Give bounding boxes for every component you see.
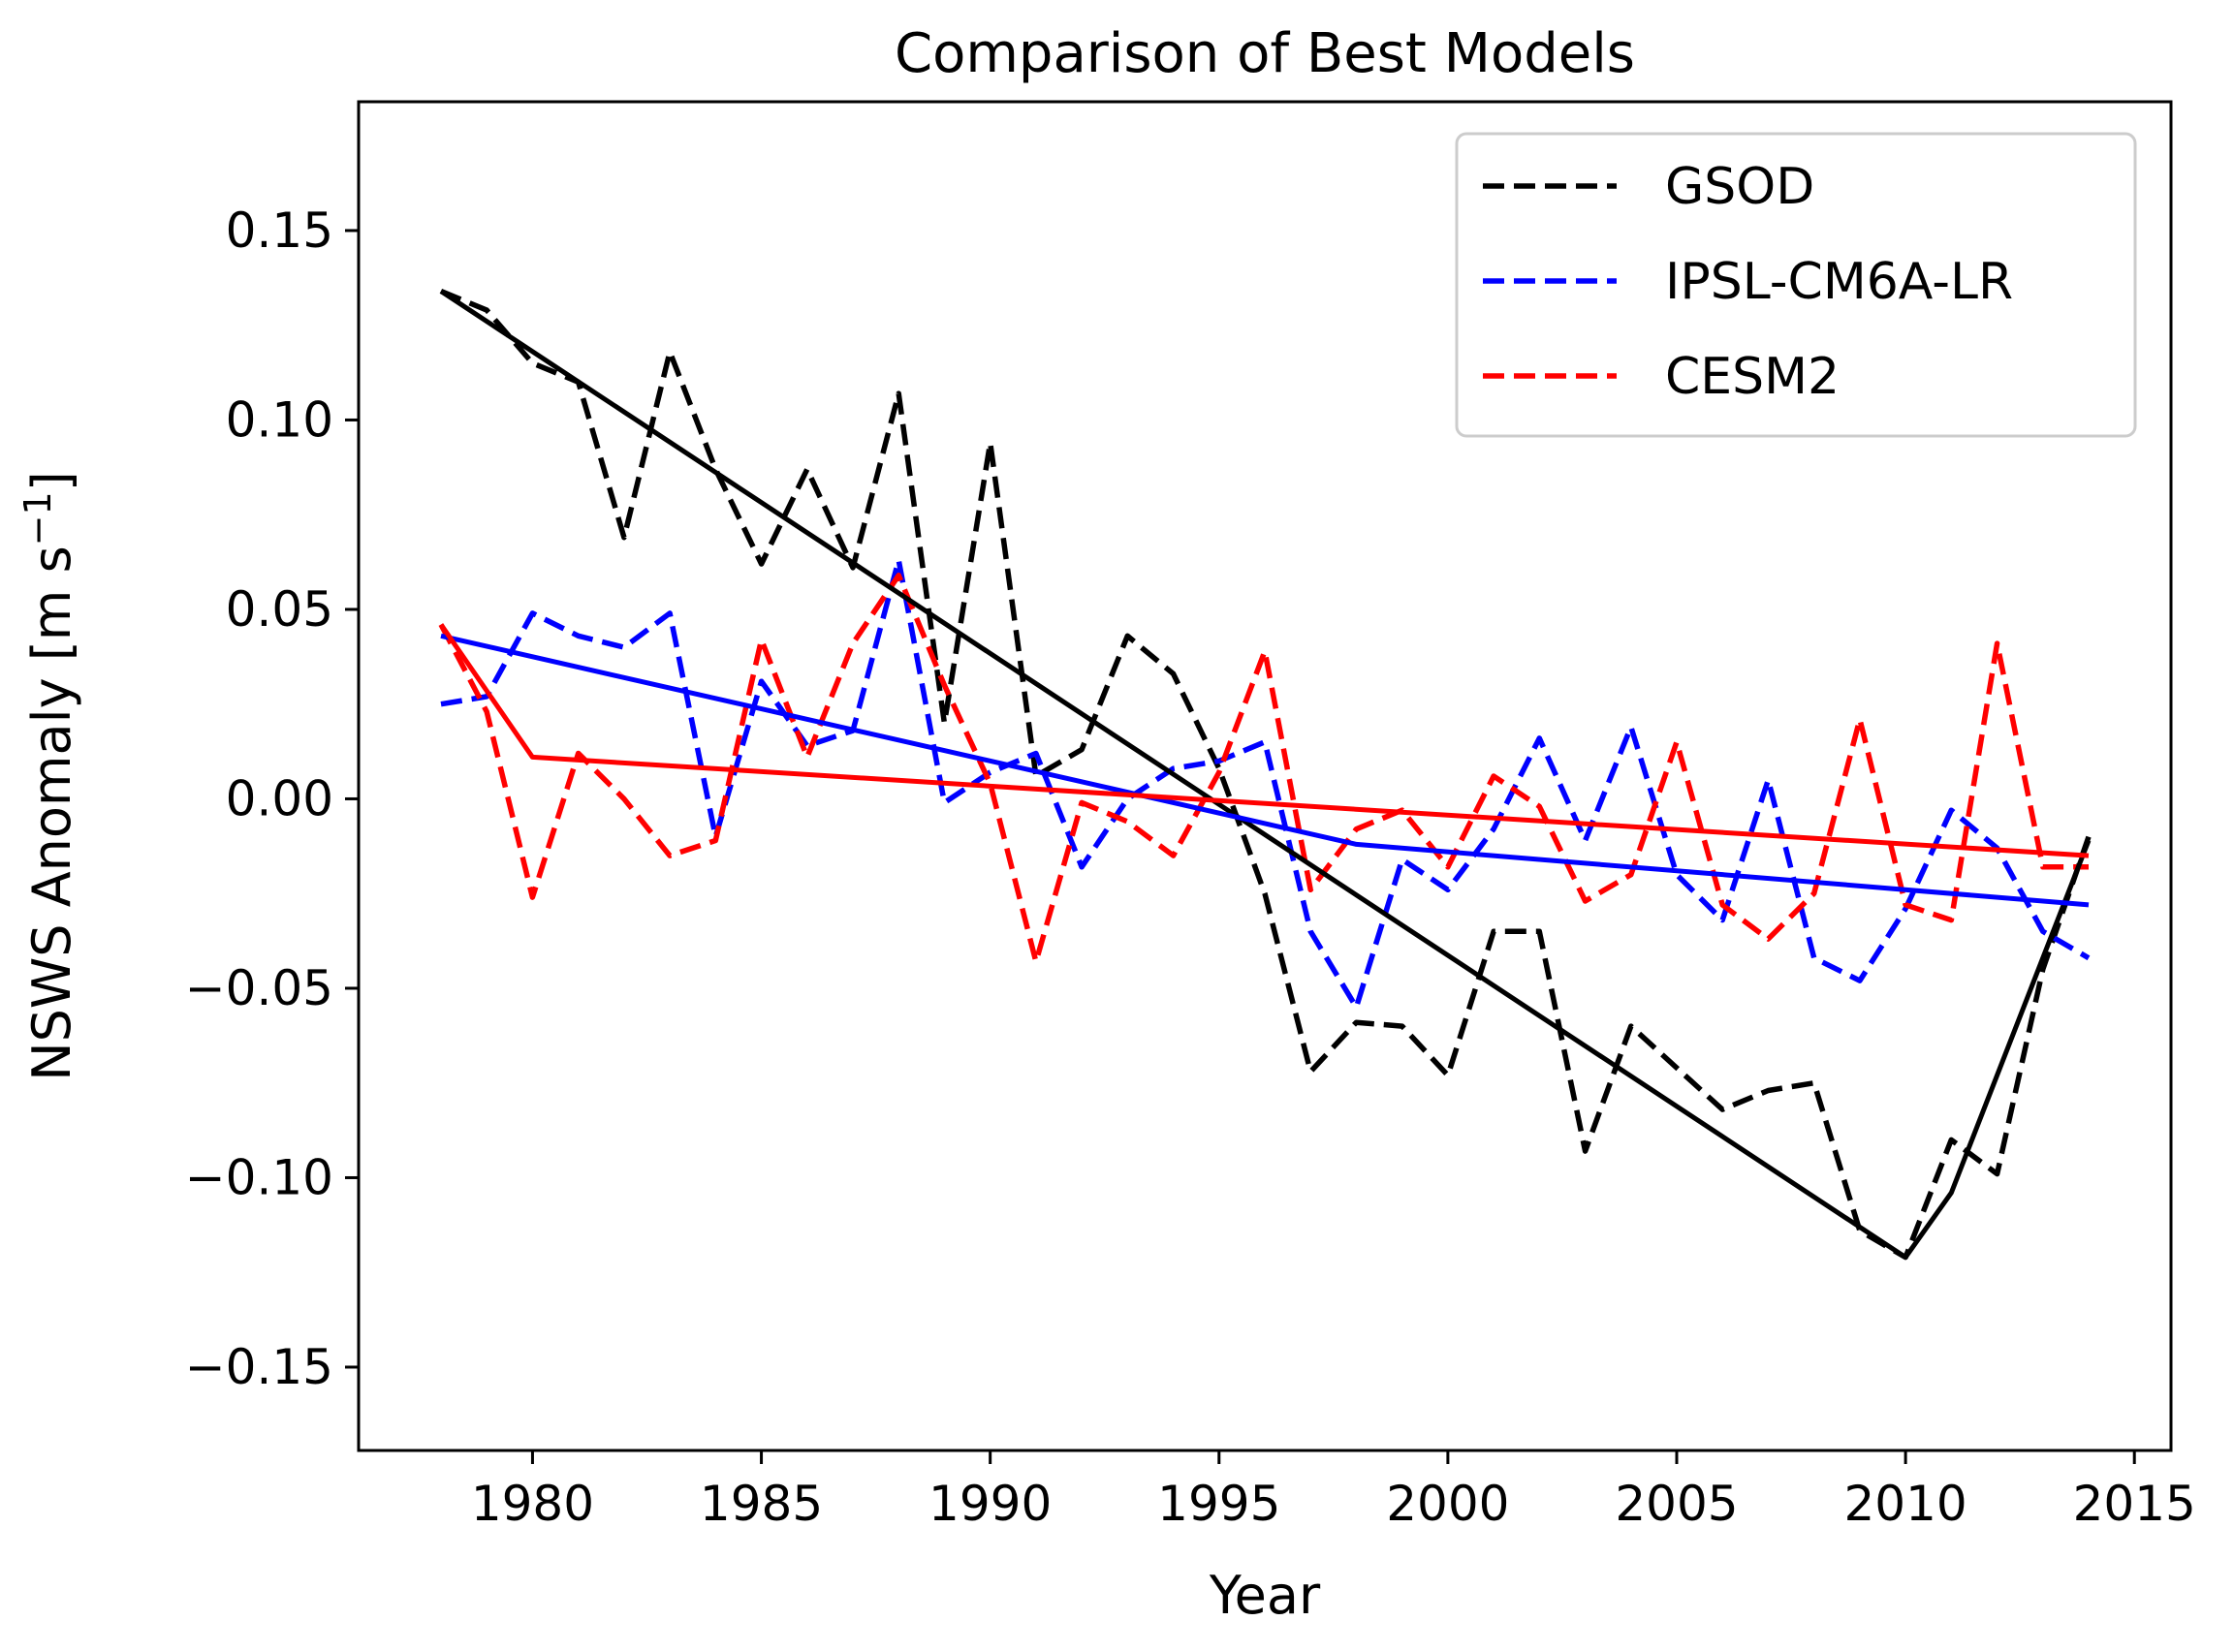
legend: GSOD IPSL-CM6A-LR CESM2	[1455, 132, 2137, 438]
y-tick-label: −0.05	[185, 960, 333, 1016]
y-axis-title-superscript: −1	[16, 491, 59, 545]
legend-label: CESM2	[1665, 348, 1840, 406]
trend-line-cesm2	[438, 623, 2090, 858]
y-axis-ticks: −0.15 −0.10 −0.05 0.00 0.05 0.10 0.15	[185, 203, 359, 1395]
x-axis-title: Year	[1209, 1565, 1321, 1626]
x-tick-label: 1995	[1157, 1476, 1280, 1532]
y-axis-title-end: ]	[21, 471, 82, 491]
x-axis-ticks: 1980 1985 1990 1995 2000 2005 2010 2015	[471, 1450, 2196, 1532]
trend-line-ipsl-cm6a-lr	[440, 633, 2090, 908]
x-tick-label: 2000	[1386, 1476, 1509, 1532]
y-axis-title: NSWS Anomaly [m s−1]	[16, 471, 82, 1081]
x-tick-label: 1985	[700, 1476, 823, 1532]
legend-box	[1455, 132, 2137, 438]
series-line-cesm2	[438, 573, 2089, 965]
x-tick-label: 1990	[928, 1476, 1052, 1532]
y-tick-label: 0.00	[226, 770, 333, 826]
x-tick-label: 2005	[1615, 1476, 1738, 1532]
y-tick-label: 0.15	[226, 203, 333, 259]
x-tick-label: 2015	[2073, 1476, 2196, 1532]
legend-items: GSOD IPSL-CM6A-LR CESM2	[1483, 158, 2013, 406]
y-tick-label: 0.10	[226, 391, 333, 448]
y-tick-label: 0.05	[226, 581, 333, 638]
plot-frame	[357, 100, 2173, 1452]
x-tick-label: 2010	[1843, 1476, 1967, 1532]
y-tick-label: −0.15	[185, 1339, 333, 1395]
chart-title: Comparison of Best Models	[895, 22, 1635, 85]
trend-line-gsod	[439, 289, 2092, 1261]
y-tick-label: −0.10	[185, 1149, 333, 1205]
legend-label: GSOD	[1665, 158, 1814, 216]
x-tick-label: 1980	[471, 1476, 594, 1532]
y-axis-title-main: NSWS Anomaly [m s	[21, 545, 82, 1081]
plot-data	[438, 288, 2092, 1261]
legend-label: IPSL-CM6A-LR	[1665, 253, 2013, 311]
series-line-gsod	[439, 288, 2092, 1261]
